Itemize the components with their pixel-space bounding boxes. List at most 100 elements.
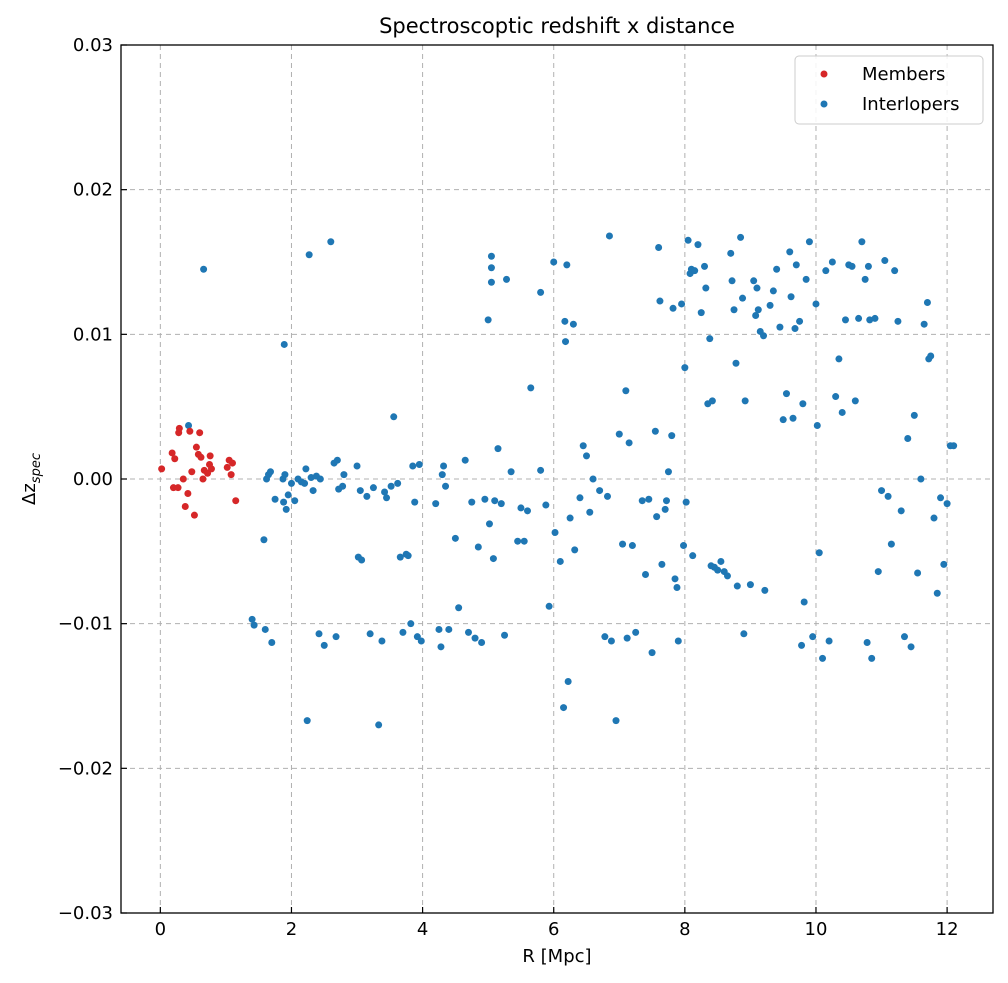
data-point-interlopers [305,251,313,259]
data-point-interlopers [485,520,493,528]
data-point-interlopers [656,297,664,305]
data-point-interlopers [900,633,908,641]
data-point-interlopers [727,249,735,257]
data-point-interlopers [673,584,681,591]
data-point-interlopers [291,497,299,505]
data-point-interlopers [399,628,407,636]
data-point-interlopers [732,359,740,367]
data-point-interlopers [200,265,208,273]
data-point-interlopers [858,238,866,246]
data-point-interlopers [358,556,366,564]
x-tick-label: 4 [417,919,428,940]
data-point-interlopers [320,641,328,649]
data-point-interlopers [517,504,525,512]
data-point-interlopers [583,452,591,460]
data-point-interlopers [871,314,879,322]
data-point-interlopers [776,323,784,331]
y-axis-label: Δzspec [19,453,44,505]
data-point-members [181,502,189,510]
data-point-interlopers [520,537,528,545]
data-point-interlopers [301,479,309,487]
data-point-members [175,424,183,432]
y-axis-ticks: −0.03 −0.02 −0.01 0.00 0.01 0.02 0.03 [58,35,127,924]
data-point-interlopers [625,439,633,447]
data-point-interlopers [787,293,795,301]
data-point-interlopers [628,542,636,550]
x-axis-label: R [Mpc] [522,946,591,967]
data-point-members [190,511,198,519]
data-point-interlopers [378,637,386,645]
data-point-interlopers [701,262,709,270]
data-point-interlopers [327,238,335,246]
data-point-members [171,455,179,463]
data-point-interlopers [442,482,450,490]
data-point-interlopers [404,552,412,560]
data-point-interlopers [438,471,446,479]
data-point-interlopers [261,625,269,633]
y-tick-label: −0.03 [58,903,113,924]
data-point-interlopers [612,717,620,725]
data-point-interlopers [542,501,550,509]
data-point-interlopers [589,475,597,483]
data-point-interlopers [561,317,569,325]
data-point-interlopers [333,456,341,464]
data-point-interlopers [819,654,827,662]
data-point-interlopers [930,514,938,522]
data-point-interlopers [356,487,364,495]
data-point-interlopers [866,316,874,324]
data-point-interlopers [407,620,415,628]
data-point-interlopers [815,549,823,557]
data-point-interlopers [622,387,630,395]
data-point-interlopers [894,317,902,325]
data-point-interlopers [603,492,611,500]
data-point-interlopers [907,643,915,651]
data-point-interlopers [451,534,459,542]
data-point-interlopers [471,634,479,642]
data-point-interlopers [884,492,892,500]
series-interlopers [185,232,958,729]
data-point-members [199,475,207,483]
data-point-interlopers [478,638,486,646]
data-point-interlopers [674,637,682,645]
svg-text:Δzspec: Δzspec [19,453,44,505]
data-point-interlopers [694,241,702,249]
data-point-interlopers [250,621,258,629]
legend-box [794,55,984,125]
chart-title: Spectroscoptic redshift x distance [379,14,735,38]
data-point-interlopers [796,317,804,325]
y-axis-label-subscript: spec [29,453,44,483]
data-point-interlopers [651,427,659,435]
data-point-interlopers [733,582,741,590]
data-point-interlopers [691,267,699,275]
data-point-members [168,449,176,457]
x-tick-label: 0 [155,919,166,940]
data-point-interlopers [545,602,553,610]
data-point-members [206,452,214,460]
data-point-interlopers [891,267,899,275]
data-point-interlopers [822,267,830,275]
data-point-interlopers [940,560,948,568]
data-point-interlopers [655,244,663,252]
data-point-interlopers [579,442,587,450]
data-point-interlopers [678,300,686,308]
data-point-interlopers [260,536,268,544]
data-point-interlopers [394,479,402,487]
data-point-interlopers [740,630,748,638]
data-point-interlopers [415,461,423,469]
x-tick-label: 12 [936,919,959,940]
data-point-members [197,453,205,461]
y-tick-label: 0.03 [73,35,113,56]
data-point-interlopers [664,468,672,476]
data-point-interlopers [303,717,311,725]
data-point-interlopers [309,487,317,495]
data-point-interlopers [813,421,821,429]
y-tick-label: −0.01 [58,614,113,635]
data-point-interlopers [642,570,650,578]
data-point-interlopers [697,309,705,317]
data-point-interlopers [487,278,495,286]
data-point-interlopers [671,575,679,583]
x-tick-label: 10 [805,919,828,940]
data-point-interlopers [802,275,810,283]
data-point-interlopers [282,505,290,513]
